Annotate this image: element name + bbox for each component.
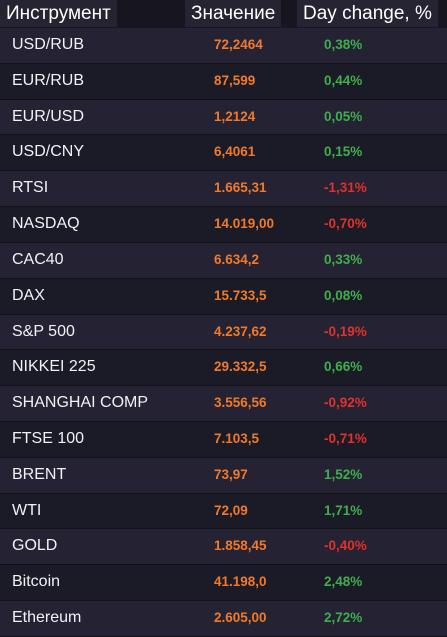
instrument-value: 14.019,00 [214,216,275,232]
day-change-value: 0,15% [324,144,363,160]
instrument-name: GOLD [12,537,58,555]
table-row[interactable]: DAX 15.733,5 0,08% [0,278,447,315]
instrument-value: 1,2124 [214,108,256,124]
instrument-value: 29.332,5 [214,359,267,375]
table-row[interactable]: S&P 500 4.237,62 -0,19% [0,314,447,351]
instrument-value: 72,09 [214,502,248,518]
table-row[interactable]: FTSE 100 7.103,5 -0,71% [0,421,447,458]
column-header-instrument: Инструмент [0,0,117,27]
table-row[interactable]: GOLD 1.858,45 -0,40% [0,529,447,566]
instrument-value: 15.733,5 [214,287,267,303]
table-row[interactable]: EUR/USD 1,2124 0,05% [0,99,447,136]
day-change-value: 0,08% [324,287,363,303]
column-header-day-change: Day change, % [297,0,438,27]
table-header: Инструмент Значение Day change, % [0,0,447,28]
instrument-name: RTSI [12,179,49,197]
day-change-value: -0,71% [324,430,367,446]
instrument-name: CAC40 [12,250,64,268]
instrument-name: DAX [12,286,45,304]
instrument-name: NASDAQ [12,215,80,233]
day-change-value: 2,48% [324,574,363,590]
day-change-value: 0,05% [324,108,363,124]
instrument-value: 87,599 [214,72,256,88]
day-change-value: 1,52% [324,466,363,482]
instrument-value: 6.634,2 [214,251,260,267]
instrument-name: EUR/RUB [12,71,85,89]
table-row[interactable]: CAC40 6.634,2 0,33% [0,242,447,279]
instrument-name: Bitcoin [12,573,61,591]
instrument-name: SHANGHAI COMP [12,394,149,412]
instrument-name: Ethereum [12,609,82,626]
instrument-value: 1.858,45 [214,538,267,554]
day-change-value: -0,92% [324,395,367,411]
table-row[interactable]: SHANGHAI COMP 3.556,56 -0,92% [0,386,447,422]
instrument-value: 7.103,5 [214,430,260,446]
day-change-value: -0,19% [324,323,367,339]
instrument-value: 2.605,00 [214,610,267,625]
day-change-value: -1,31% [324,180,367,196]
table-row[interactable]: NASDAQ 14.019,00 -0,70% [0,207,447,243]
day-change-value: 0,66% [324,359,363,375]
instrument-name: FTSE 100 [12,429,85,447]
day-change-value: 0,44% [324,72,363,88]
table-row[interactable]: Bitcoin 41.198,0 2,48% [0,565,447,601]
table-row[interactable]: NIKKEI 225 29.332,5 0,66% [0,350,447,387]
instrument-value: 72,2464 [214,37,263,52]
day-change-value: 1,71% [324,502,363,518]
instrument-name: BRENT [12,465,67,483]
instrument-name: USD/CNY [12,143,85,161]
day-change-value: 0,38% [324,37,363,52]
table-row[interactable]: BRENT 73,97 1,52% [0,457,447,494]
instrument-value: 1.665,31 [214,180,267,196]
instrument-name: USD/RUB [12,36,85,53]
instrument-name: NIKKEI 225 [12,358,96,376]
instrument-value: 6,4061 [214,144,256,160]
day-change-value: 2,72% [324,610,363,625]
table-body: USD/RUB 72,2464 0,38% EUR/RUB 87,599 0,44% EUR… [0,28,447,637]
instrument-value: 41.198,0 [214,574,267,590]
table-row[interactable]: Ethereum 2.605,00 2,72% [0,601,447,637]
instrument-value: 4.237,62 [214,323,267,339]
table-row[interactable]: WTI 72,09 1,71% [0,493,447,530]
day-change-value: 0,33% [324,251,363,267]
instrument-value: 3.556,56 [214,395,267,411]
column-header-value: Значение [185,0,282,27]
instrument-name: WTI [12,501,42,519]
day-change-value: -0,40% [324,538,367,554]
day-change-value: -0,70% [324,216,367,232]
instrument-name: S&P 500 [12,322,75,340]
table-row[interactable]: EUR/RUB 87,599 0,44% [0,63,447,100]
table-row[interactable]: USD/RUB 72,2464 0,38% [0,28,447,64]
instrument-name: EUR/USD [12,107,85,125]
table-row[interactable]: RTSI 1.665,31 -1,31% [0,171,447,208]
table-row[interactable]: USD/CNY 6,4061 0,15% [0,135,447,172]
instrument-value: 73,97 [214,466,248,482]
